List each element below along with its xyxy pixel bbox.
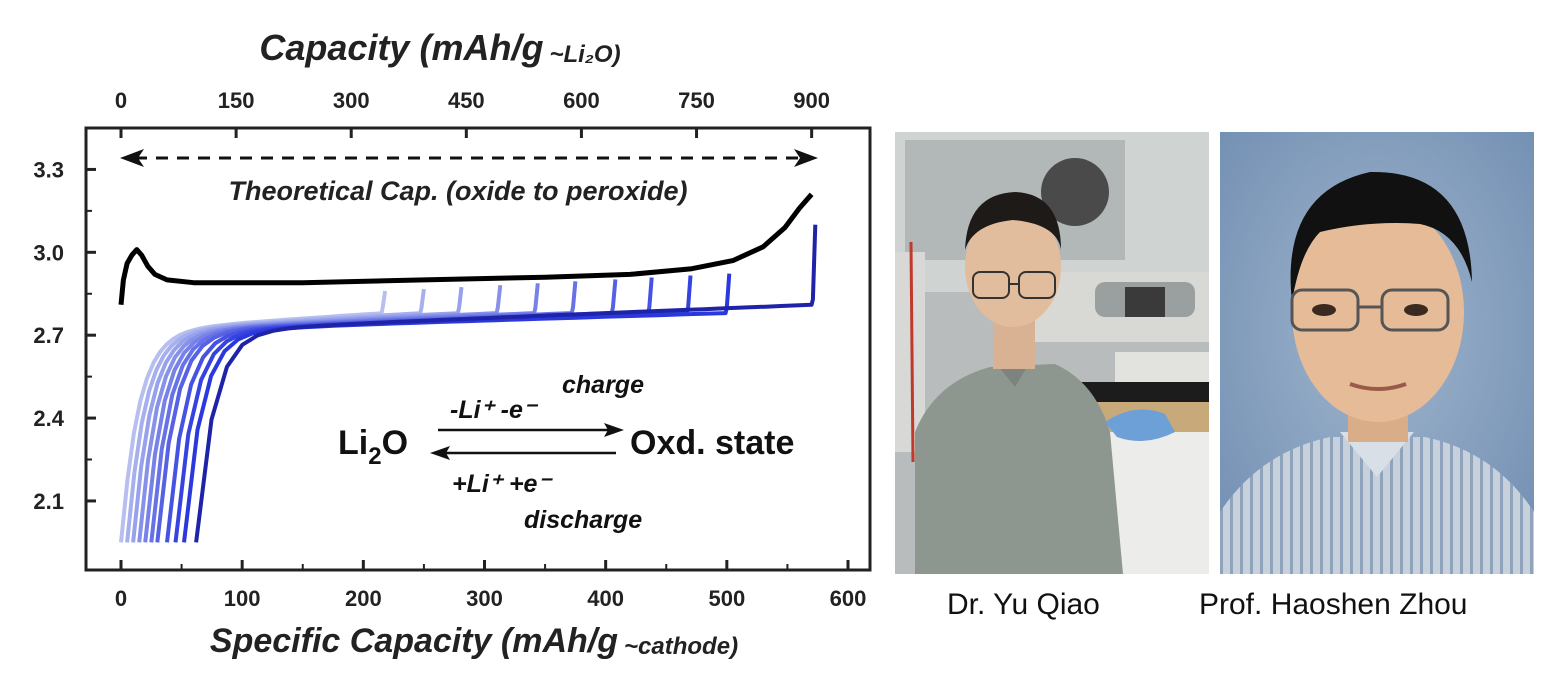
chart-svg: Capacity (mAh/g ~Li₂O) 0 150 300 450 600 750 90… <box>33 27 872 660</box>
y-tick-label: 3.3 <box>33 157 64 182</box>
discharge-ion-label: +Li⁺ +e⁻ <box>452 470 553 498</box>
top-tick-label: 600 <box>563 88 600 113</box>
y-tick-label: 2.7 <box>33 323 64 348</box>
x-tick-label: 100 <box>224 586 261 611</box>
photo-haoshen-zhou <box>1220 132 1534 574</box>
plot-frame <box>84 126 872 572</box>
charge-label: charge <box>562 371 644 399</box>
y-tick-label: 3.0 <box>33 240 64 265</box>
y-tick-label: 2.4 <box>33 406 64 431</box>
y-axis-ticks: 2.1 2.4 2.7 3.0 3.3 <box>33 157 96 514</box>
top-axis-title-main: Capacity (mAh/g <box>259 27 543 68</box>
first-charge-curve <box>118 192 814 306</box>
svg-text:Specific Capacity (mAh/g~catho: Specific Capacity (mAh/g ~cathode) <box>210 622 738 660</box>
top-tick-label: 300 <box>333 88 370 113</box>
top-tick-label: 900 <box>793 88 830 113</box>
reaction-right-label: Oxd. state <box>630 424 794 462</box>
bottom-axis-title: Specific Capacity (mAh/g ~cathode) <box>210 622 738 660</box>
curves-group <box>118 192 818 543</box>
x-tick-label: 400 <box>587 586 624 611</box>
x-axis-ticks: 0 100 200 300 400 500 600 <box>115 560 866 611</box>
bottom-axis-title-sub: ~cathode) <box>624 633 738 660</box>
photo-yu-qiao <box>895 132 1209 574</box>
top-axis-ticks: 0 150 300 450 600 750 900 <box>115 88 830 138</box>
reaction-scheme: Li2O Oxd. state charge -Li⁺ -e⁻ +Li⁺ +e⁻… <box>338 371 794 534</box>
top-axis-title: Capacity (mAh/g ~Li₂O) <box>259 27 620 68</box>
discharge-charge-curve <box>194 224 818 543</box>
top-tick-label: 750 <box>678 88 715 113</box>
theoretical-cap-label: Theoretical Cap. (oxide to peroxide) <box>228 176 687 206</box>
top-axis-title-sub: ~Li₂O) <box>549 41 620 68</box>
discharge-label: discharge <box>524 506 642 534</box>
x-tick-label: 300 <box>466 586 503 611</box>
y-tick-label: 2.1 <box>33 489 64 514</box>
top-tick-label: 0 <box>115 88 127 113</box>
top-tick-label: 450 <box>448 88 485 113</box>
x-tick-label: 500 <box>708 586 745 611</box>
caption-yu-qiao: Dr. Yu Qiao <box>947 588 1100 621</box>
bottom-axis-title-main: Specific Capacity (mAh/g <box>210 622 618 660</box>
reaction-left-label: Li2O <box>338 424 408 470</box>
charge-ion-label: -Li⁺ -e⁻ <box>450 396 539 424</box>
x-tick-label: 600 <box>830 586 867 611</box>
caption-haoshen-zhou: Prof. Haoshen Zhou <box>1199 588 1468 621</box>
top-tick-label: 150 <box>218 88 255 113</box>
x-tick-label: 0 <box>115 586 127 611</box>
svg-text:Capacity (mAh/g~Li₂O): Capacity (mAh/g ~Li₂O) <box>259 27 620 68</box>
x-tick-label: 200 <box>345 586 382 611</box>
theoretical-arrow <box>120 149 818 167</box>
